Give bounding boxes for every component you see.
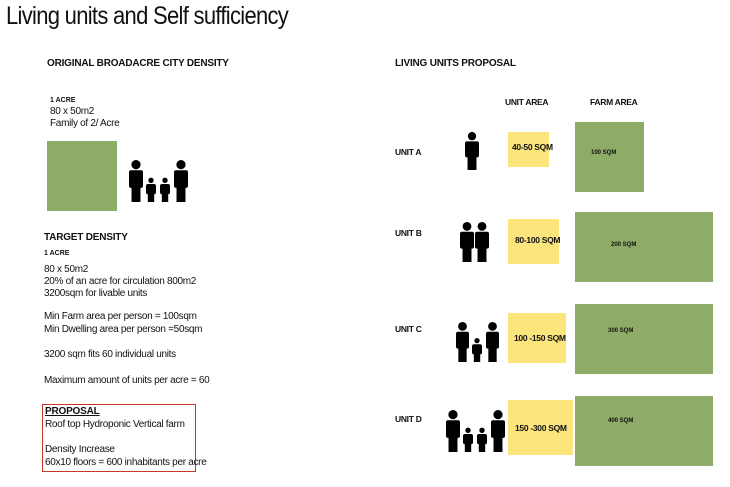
unit-area-box xyxy=(508,400,573,455)
target-line: 20% of an acre for circulation 800m2 xyxy=(44,276,197,287)
unit-area-value: 100 -150 SQM xyxy=(514,333,566,343)
proposal-line: Roof top Hydroponic Vertical farm xyxy=(45,419,185,430)
target-line: Min Farm area per person = 100sqm xyxy=(44,311,197,322)
unit-label: UNIT B xyxy=(395,228,422,238)
person-figure xyxy=(463,427,473,452)
person-figure xyxy=(146,177,156,202)
target-line: Maximum amount of units per acre = 60 xyxy=(44,375,210,386)
target-line: 80 x 50m2 xyxy=(44,264,88,275)
couple-icon xyxy=(460,222,489,262)
proposal-line: Density Increase xyxy=(45,444,115,455)
proposal-line: 60x10 floors = 600 inhabitants per acre xyxy=(45,457,207,468)
farm-area-value: 100 SQM xyxy=(591,150,617,156)
family-icon xyxy=(129,160,188,202)
target-line: 3200 sqm fits 60 individual units xyxy=(44,349,176,360)
person-icon xyxy=(465,132,479,170)
proposal-heading: PROPOSAL xyxy=(45,406,100,417)
unit-area-box xyxy=(508,313,566,363)
person-figure xyxy=(460,222,474,262)
person-figure xyxy=(486,322,499,362)
person-figure xyxy=(446,410,460,452)
target-acre-label: 1 ACRE xyxy=(44,250,70,257)
proposal-box xyxy=(42,404,196,472)
family-icon xyxy=(456,322,499,362)
unit-area-value: 80-100 SQM xyxy=(515,235,561,245)
target-line: Min Dwelling area per person =50sqm xyxy=(44,324,203,335)
person-figure xyxy=(491,410,505,452)
unit-label: UNIT C xyxy=(395,324,422,334)
living-units-heading: LIVING UNITS PROPOSAL xyxy=(395,58,516,69)
unit-label: UNIT A xyxy=(395,147,422,157)
farm-area-box xyxy=(575,212,713,282)
farm-area-column-header: FARM AREA xyxy=(590,97,638,107)
acre-plot xyxy=(47,141,117,211)
person-figure xyxy=(174,160,188,202)
target-line: 3200sqm for livable units xyxy=(44,288,148,299)
farm-area-box xyxy=(575,122,644,192)
family-icon xyxy=(446,410,505,452)
unit-area-box xyxy=(508,132,549,167)
farm-area-box xyxy=(575,396,713,466)
target-density-heading: TARGET DENSITY xyxy=(44,232,128,243)
farm-area-value: 300 SQM xyxy=(608,328,634,334)
person-figure xyxy=(456,322,469,362)
unit-area-value: 150 -300 SQM xyxy=(515,423,567,433)
person-figure xyxy=(465,132,479,170)
original-density-heading: ORIGINAL BROADACRE CITY DENSITY xyxy=(47,58,229,69)
original-acre-label: 1 ACRE xyxy=(50,97,76,104)
person-figure xyxy=(477,427,487,452)
unit-area-column-header: UNIT AREA xyxy=(505,97,549,107)
original-line: 80 x 50m2 xyxy=(50,106,94,117)
original-line: Family of 2/ Acre xyxy=(50,118,120,129)
unit-area-value: 40-50 SQM xyxy=(512,142,553,152)
person-figure xyxy=(475,222,489,262)
person-figure xyxy=(160,177,170,202)
unit-label: UNIT D xyxy=(395,414,422,424)
farm-area-value: 400 SQM xyxy=(608,418,634,424)
farm-area-value: 200 SQM xyxy=(611,242,637,248)
unit-area-box xyxy=(508,219,559,264)
person-figure xyxy=(129,160,143,202)
person-figure xyxy=(472,338,482,362)
page-title: Living units and Self sufficiency xyxy=(6,2,289,30)
farm-area-box xyxy=(575,304,713,374)
